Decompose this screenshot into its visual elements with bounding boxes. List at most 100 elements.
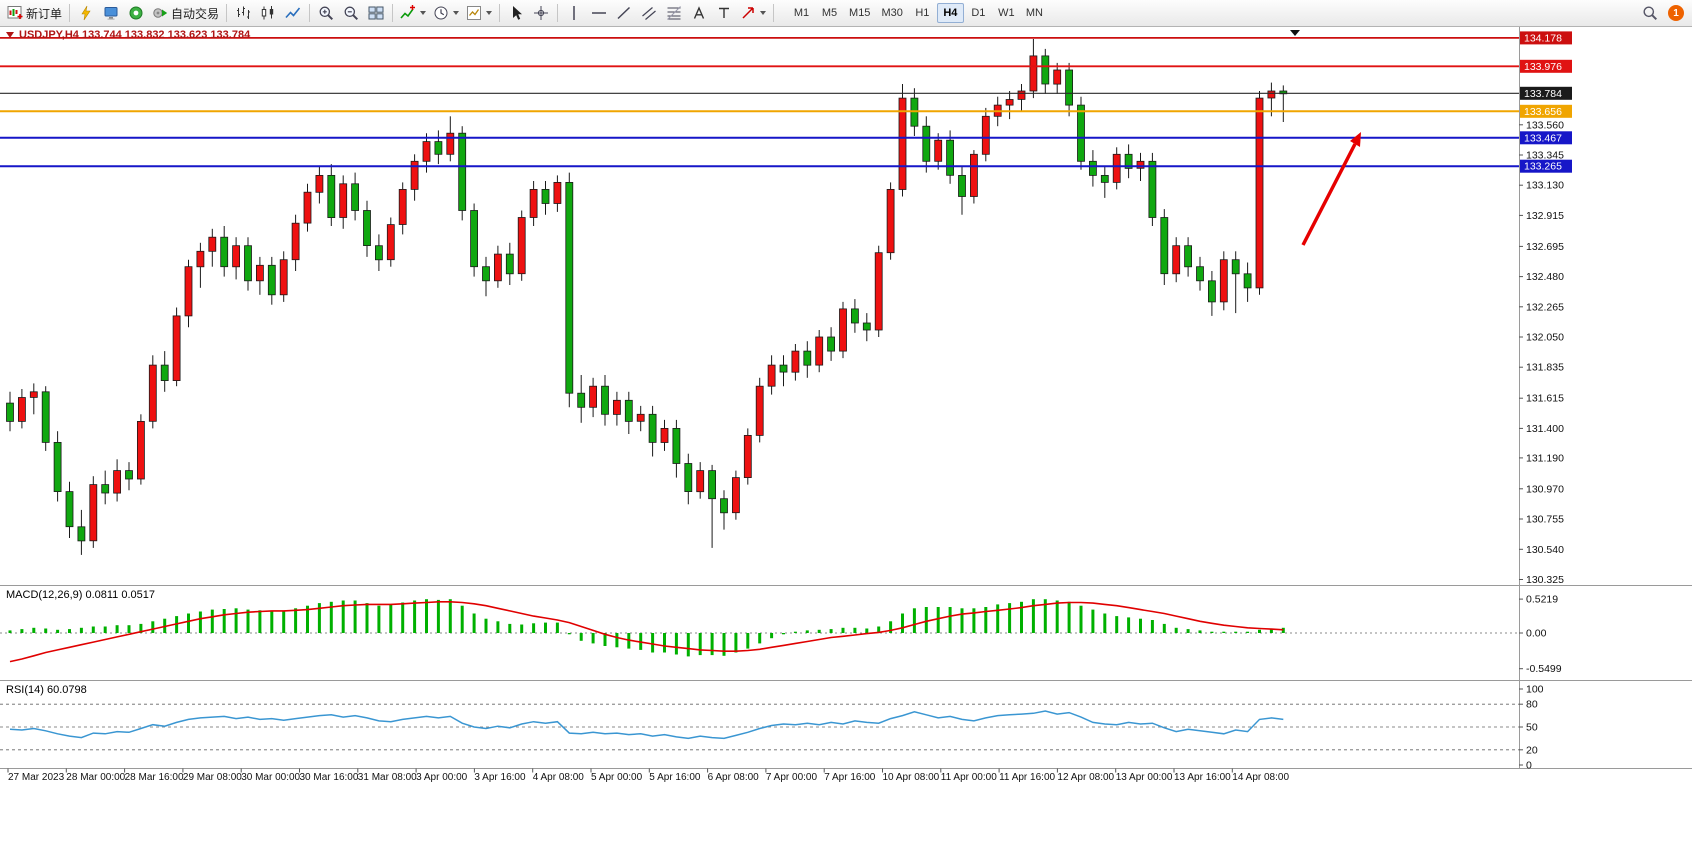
zoom-out-button[interactable] bbox=[339, 2, 363, 24]
price-badge bbox=[1520, 131, 1572, 145]
timeframe-m1-button[interactable]: M1 bbox=[793, 7, 810, 19]
line-chart-button[interactable] bbox=[281, 2, 305, 24]
candle-body bbox=[1231, 259, 1240, 275]
macd-signal-line bbox=[9, 600, 1284, 663]
cursor-icon bbox=[513, 6, 523, 20]
horizontal-line-tool-button[interactable] bbox=[587, 2, 611, 24]
zoom-in-button[interactable] bbox=[314, 2, 338, 24]
trendline-tool-button[interactable] bbox=[612, 2, 636, 24]
candle-body bbox=[672, 427, 681, 464]
candle-body bbox=[660, 427, 669, 443]
rsi-scale-label: 20 bbox=[1526, 744, 1538, 756]
channel-icon bbox=[642, 7, 656, 20]
candlestick-chart-icon bbox=[261, 6, 274, 20]
navigator-button[interactable] bbox=[124, 2, 148, 24]
price-tick-label: 132.480 bbox=[1526, 271, 1564, 283]
candle-body bbox=[791, 350, 800, 373]
time-tick-label: 3 Apr 00:00 bbox=[416, 772, 468, 783]
toolbar-separator bbox=[69, 4, 71, 22]
candle-body bbox=[101, 484, 110, 494]
price-tick-label: 132.695 bbox=[1526, 241, 1564, 253]
candle-body bbox=[422, 141, 431, 162]
trendline-icon bbox=[617, 6, 631, 20]
line-chart-icon bbox=[285, 7, 301, 19]
candle-body bbox=[1219, 259, 1228, 303]
timeframe-m5-button[interactable]: M5 bbox=[821, 7, 838, 19]
notification-badge[interactable]: 1 bbox=[1668, 5, 1684, 21]
templates-button[interactable] bbox=[463, 2, 495, 24]
candle-body bbox=[732, 477, 740, 514]
indicators-button[interactable] bbox=[397, 2, 429, 24]
timeframe-mn-button[interactable]: MN bbox=[1025, 7, 1043, 19]
profiles-button[interactable] bbox=[74, 2, 98, 24]
time-tick-label: 14 Apr 08:00 bbox=[1232, 772, 1289, 783]
hline-objects bbox=[0, 36, 1519, 168]
chart-window: USDJPY,H4 133.744 133.832 133.623 133.78… bbox=[0, 27, 1692, 849]
macd-scale-label: -0.5499 bbox=[1526, 663, 1562, 675]
label-tool-button[interactable] bbox=[712, 2, 736, 24]
candle-body bbox=[1184, 245, 1192, 268]
arrows-tool-button[interactable] bbox=[737, 2, 769, 24]
candle-body bbox=[755, 385, 764, 436]
candle-body bbox=[779, 364, 788, 373]
timeframe-m30-button[interactable]: M30 bbox=[881, 7, 903, 19]
vertical-line-tool-button[interactable] bbox=[562, 2, 586, 24]
candle-body bbox=[6, 402, 14, 422]
new-order-button[interactable]: 新订单 bbox=[4, 2, 65, 24]
candle-body bbox=[839, 308, 847, 352]
candlestick-chart-button[interactable] bbox=[256, 2, 280, 24]
candle-body bbox=[41, 391, 50, 443]
vertical-line-icon bbox=[573, 6, 575, 20]
candle-body bbox=[934, 139, 943, 162]
terminal-button[interactable] bbox=[99, 2, 123, 24]
timeframe-m15-button[interactable]: M15 bbox=[849, 7, 871, 19]
crosshair-tool-button[interactable] bbox=[529, 2, 553, 24]
candle-body bbox=[1041, 55, 1050, 85]
autotrading-button[interactable]: 自动交易 bbox=[149, 2, 222, 24]
price-tick-label: 133.130 bbox=[1526, 180, 1564, 192]
candle-body bbox=[470, 210, 479, 268]
arrow-annotation-head[interactable] bbox=[1350, 132, 1361, 147]
candle-body bbox=[874, 252, 883, 331]
candle-body bbox=[1172, 245, 1181, 275]
fibonacci-tool-button[interactable] bbox=[662, 2, 686, 24]
new-order-label: 新订单 bbox=[26, 6, 63, 21]
time-tick-label: 30 Mar 16:00 bbox=[300, 772, 359, 783]
candle-body bbox=[374, 245, 383, 261]
price-badge-label: 133.265 bbox=[1524, 161, 1562, 173]
toolbar-separator bbox=[226, 4, 228, 22]
time-tick-label: 11 Apr 00:00 bbox=[941, 772, 997, 783]
candle-body bbox=[1255, 97, 1264, 289]
bar-chart-icon bbox=[237, 6, 251, 19]
tile-windows-button[interactable] bbox=[364, 2, 388, 24]
candle-body bbox=[636, 413, 645, 422]
candle-body bbox=[125, 470, 133, 480]
candle-body bbox=[255, 264, 264, 282]
timeframe-h4-button[interactable]: H4 bbox=[936, 3, 964, 23]
label-tool-icon bbox=[719, 7, 730, 18]
candle-body bbox=[386, 224, 395, 261]
periods-button[interactable] bbox=[430, 2, 462, 24]
zoom-in-icon bbox=[319, 6, 334, 21]
price-badge bbox=[1520, 86, 1572, 100]
timeframe-w1-button[interactable]: W1 bbox=[998, 7, 1015, 19]
timeframe-h1-button[interactable]: H1 bbox=[915, 7, 930, 19]
candle-body bbox=[696, 470, 705, 493]
dropdown-caret bbox=[420, 11, 427, 15]
autotrading-icon bbox=[153, 8, 168, 18]
text-tool-button[interactable] bbox=[687, 2, 711, 24]
channel-tool-button[interactable] bbox=[637, 2, 661, 24]
price-tick-label: 131.190 bbox=[1526, 452, 1564, 464]
bar-chart-button[interactable] bbox=[231, 2, 255, 24]
candle-body bbox=[1136, 160, 1145, 169]
candle-body bbox=[339, 183, 348, 218]
macd-histogram bbox=[8, 599, 1285, 657]
candle-body bbox=[958, 174, 966, 197]
timeframe-d1-button[interactable]: D1 bbox=[971, 7, 986, 19]
chart-canvas[interactable]: 133.560 133.345 133.130 132.915 132.695 132.4… bbox=[0, 27, 1692, 849]
cursor-tool-button[interactable] bbox=[504, 2, 528, 24]
search-button[interactable] bbox=[1638, 2, 1662, 24]
time-tick-label: 12 Apr 08:00 bbox=[1057, 772, 1114, 783]
candle-body bbox=[184, 266, 193, 317]
arrow-annotation[interactable] bbox=[1301, 143, 1357, 246]
